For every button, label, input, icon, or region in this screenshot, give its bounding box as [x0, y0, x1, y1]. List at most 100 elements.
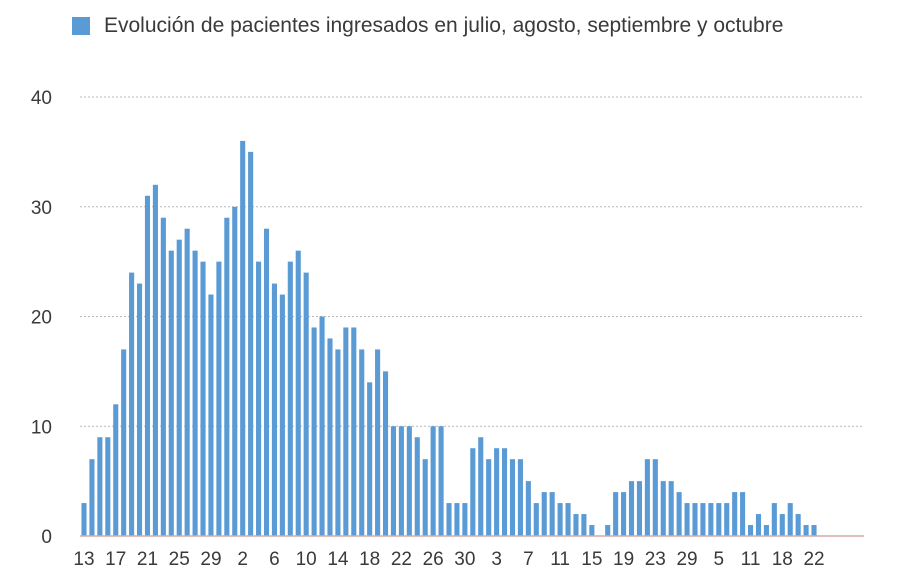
bar — [755, 514, 762, 536]
bar — [359, 349, 365, 536]
x-tick-label: 23 — [645, 549, 666, 570]
y-tick-label: 10 — [31, 417, 52, 438]
legend-label: Evolución de pacientes ingresados en jul… — [104, 14, 784, 37]
x-tick-label: 5 — [714, 549, 725, 570]
bar — [327, 338, 333, 536]
x-tick-label: 21 — [137, 549, 158, 570]
x-tick-label: 18 — [772, 549, 793, 570]
bar — [256, 261, 262, 536]
bar — [216, 261, 222, 536]
x-tick-label: 29 — [200, 549, 221, 570]
bar — [486, 459, 492, 536]
bar — [502, 448, 508, 536]
bar — [232, 206, 238, 536]
x-tick-label: 22 — [803, 549, 824, 570]
bar — [89, 459, 95, 536]
bar — [192, 250, 198, 536]
bar — [382, 371, 389, 536]
bar — [224, 217, 230, 536]
bar — [351, 327, 357, 536]
bar — [684, 503, 690, 536]
bar — [628, 481, 635, 536]
bar — [208, 294, 214, 536]
x-tick-label: 10 — [296, 549, 317, 570]
x-tick-label: 19 — [613, 549, 634, 570]
x-tick-label: 26 — [423, 549, 444, 570]
x-tick-label: 29 — [676, 549, 697, 570]
x-tick-label: 13 — [73, 549, 94, 570]
x-tick-label: 22 — [391, 549, 412, 570]
bar — [747, 525, 754, 536]
bar — [509, 459, 516, 536]
bar — [644, 459, 650, 536]
bar — [263, 228, 270, 536]
bar — [478, 437, 484, 536]
bar — [525, 481, 531, 536]
chart-legend: Evolución de pacientes ingresados en jul… — [72, 12, 783, 40]
x-tick-label: 11 — [550, 549, 570, 570]
bar — [303, 272, 309, 536]
bar — [494, 448, 500, 536]
bar — [287, 261, 293, 536]
bar — [129, 272, 135, 536]
bar — [240, 140, 246, 536]
bar — [716, 503, 722, 536]
x-tick-label: 15 — [581, 549, 602, 570]
bar — [184, 228, 190, 536]
bar — [176, 239, 182, 537]
bar — [81, 503, 87, 536]
bar — [676, 492, 682, 536]
bar — [152, 184, 158, 537]
bar — [549, 492, 555, 536]
bar — [724, 503, 730, 536]
y-tick-label: 0 — [41, 527, 52, 548]
bar — [565, 503, 571, 536]
bar — [422, 459, 428, 536]
bar — [319, 316, 325, 536]
bar — [732, 492, 738, 536]
bar — [636, 481, 642, 536]
bar — [144, 195, 151, 536]
bar — [740, 492, 746, 536]
bar — [803, 525, 809, 536]
bar — [390, 426, 397, 536]
bar — [271, 283, 277, 536]
bar — [398, 426, 404, 536]
bar — [660, 481, 666, 536]
bar — [113, 404, 119, 536]
x-tick-label: 30 — [454, 549, 475, 570]
bar — [700, 503, 706, 536]
bar — [517, 459, 523, 536]
bar — [787, 503, 793, 536]
bar — [200, 261, 206, 536]
x-tick-label: 2 — [237, 549, 248, 570]
x-tick-label: 18 — [359, 549, 380, 570]
x-tick-label: 3 — [491, 549, 502, 570]
bar — [462, 503, 468, 536]
bar — [605, 525, 611, 536]
bar — [438, 426, 444, 536]
bar — [105, 437, 111, 536]
x-tick-label: 25 — [169, 549, 190, 570]
bar — [311, 327, 317, 536]
bar — [248, 151, 254, 536]
bar — [692, 503, 698, 536]
y-tick-label: 30 — [31, 198, 52, 219]
y-tick-label: 40 — [31, 88, 52, 109]
y-tick-label: 20 — [31, 308, 52, 329]
x-tick-label: 7 — [523, 549, 534, 570]
x-tick-label: 11 — [741, 549, 761, 570]
bar — [446, 503, 452, 536]
bar — [621, 492, 627, 536]
bar — [160, 217, 166, 536]
bar — [708, 503, 714, 536]
bar — [470, 448, 476, 536]
bar — [414, 437, 420, 536]
bar — [295, 250, 301, 536]
bar — [581, 514, 587, 536]
bar — [335, 349, 341, 536]
bar — [168, 250, 174, 536]
bar — [763, 525, 769, 536]
bar — [430, 426, 436, 536]
